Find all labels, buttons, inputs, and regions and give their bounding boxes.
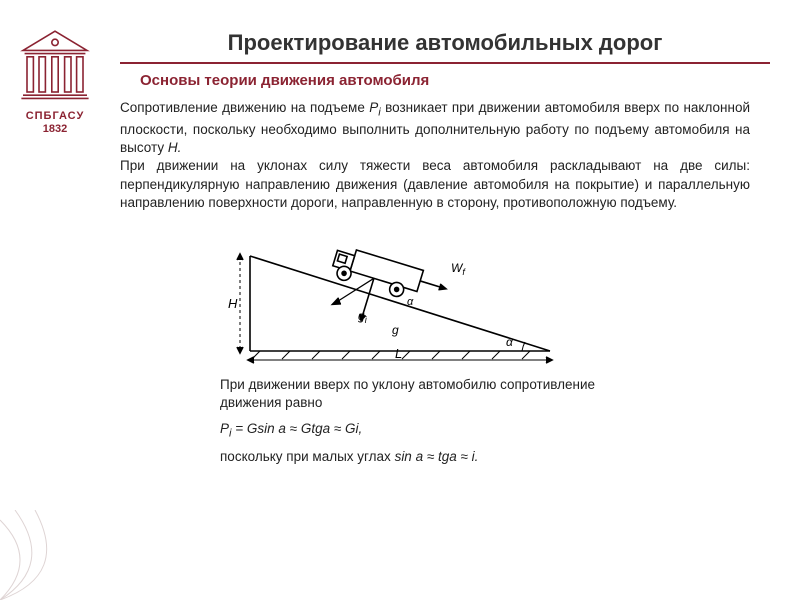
label-g: g	[392, 323, 399, 337]
label-wf: Wf	[451, 261, 466, 277]
formula-line: Pi = Gsin a ≈ Gtga ≈ Gi,	[220, 420, 660, 442]
page-title: Проектирование автомобильных дорог	[120, 30, 770, 56]
label-l: L	[395, 346, 402, 361]
p1-a: Сопротивление движению на подъеме	[120, 100, 369, 115]
formula-rest: = Gsin a ≈ Gtga ≈ Gi,	[232, 421, 363, 436]
post-paragraph-2: поскольку при малых углах sin a ≈ tga ≈ …	[220, 448, 660, 466]
p1-h: H.	[168, 140, 182, 155]
logo-acronym: СПБГАСУ	[26, 110, 85, 122]
post2-a: поскольку при малых углах	[220, 449, 395, 464]
corner-decoration-icon	[0, 510, 110, 600]
title-divider	[120, 62, 770, 64]
label-h: H	[228, 296, 238, 311]
p1-var: P	[369, 100, 378, 115]
incline-diagram: H L α Wf g gi α	[210, 226, 580, 366]
slide-root: СПБГАСУ 1832 Проектирование автомобильны…	[0, 0, 800, 600]
section-subtitle: Основы теории движения автомобиля	[140, 72, 770, 89]
label-alpha: α	[506, 335, 514, 349]
body-paragraph-1: Сопротивление движению на подъеме Pi воз…	[120, 99, 750, 157]
institution-logo: СПБГАСУ 1832	[10, 28, 100, 135]
label-alpha2: α	[407, 296, 414, 308]
formula-p: P	[220, 421, 229, 436]
logo-building-icon	[15, 28, 95, 108]
body-paragraph-2: При движении на уклонах силу тяжести вес…	[120, 157, 750, 212]
post-paragraph-1: При движении вверх по уклону автомобилю …	[220, 376, 660, 412]
label-gi: gi	[358, 309, 368, 325]
logo-year: 1832	[43, 123, 67, 135]
post2-b: sin a ≈ tga ≈ i.	[395, 449, 479, 464]
